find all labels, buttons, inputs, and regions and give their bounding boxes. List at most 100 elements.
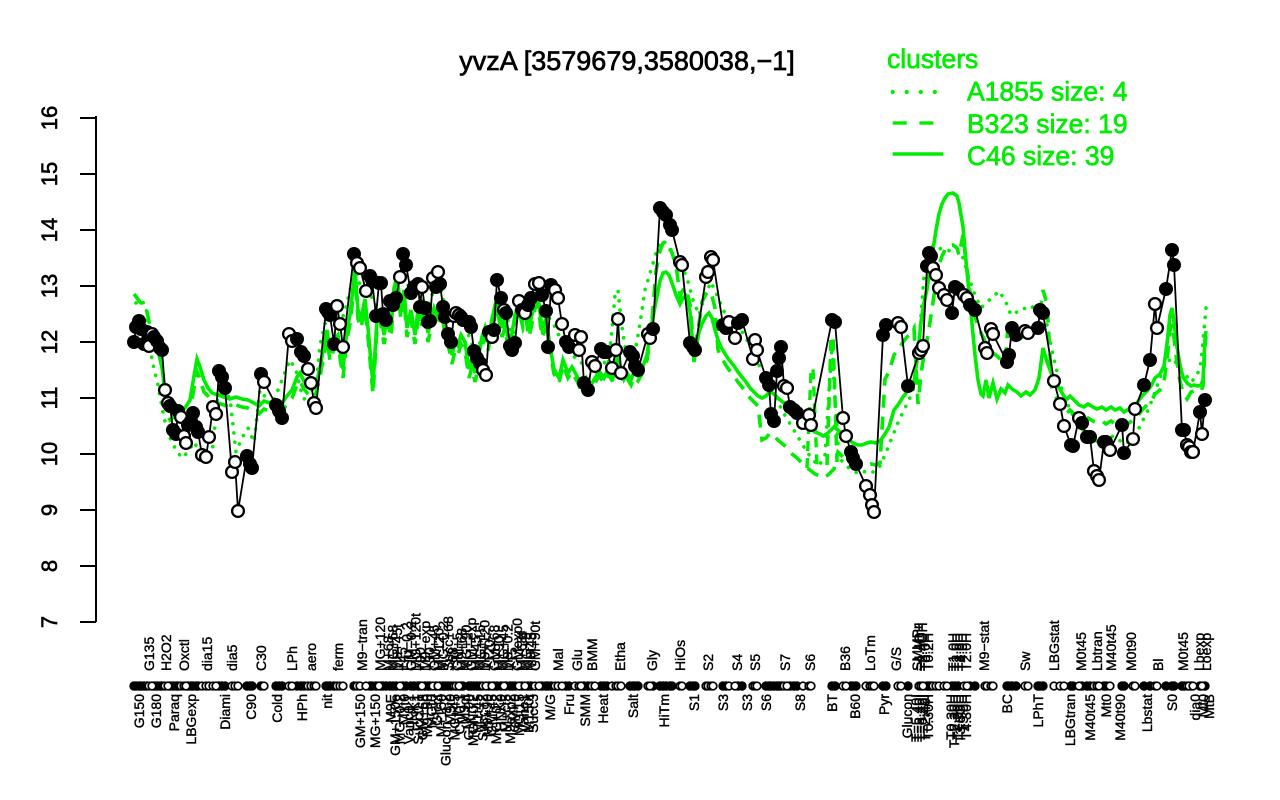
- svg-text:7: 7: [37, 616, 62, 628]
- svg-text:GM+150e: GM+150e: [387, 694, 403, 756]
- svg-text:Etha: Etha: [612, 642, 628, 671]
- svg-text:BC: BC: [999, 694, 1015, 713]
- svg-text:Vanc1: Vanc1: [516, 694, 532, 733]
- svg-text:16: 16: [37, 106, 62, 130]
- svg-text:S5: S5: [747, 654, 763, 671]
- svg-text:B60: B60: [847, 694, 863, 719]
- svg-text:S3: S3: [715, 694, 731, 711]
- svg-text:11: 11: [37, 387, 62, 410]
- svg-text:nit: nit: [319, 694, 335, 709]
- svg-text:Mt0: Mt0: [1098, 694, 1114, 718]
- svg-text:MG−0.2: MG−0.2: [435, 621, 451, 671]
- svg-text:8: 8: [37, 560, 62, 572]
- svg-text:LBGtran: LBGtran: [1062, 694, 1078, 746]
- svg-text:Oxctl: Oxctl: [176, 639, 192, 671]
- svg-text:M+68: M+68: [380, 635, 396, 671]
- svg-text:MG+150: MG+150: [367, 694, 383, 748]
- svg-text:HNK0: HNK0: [493, 694, 509, 732]
- svg-text:10: 10: [37, 442, 62, 466]
- svg-text:G180: G180: [148, 694, 164, 728]
- svg-text:Glu: Glu: [569, 649, 585, 671]
- svg-text:Diami: Diami: [217, 694, 233, 730]
- svg-text:+30: +30: [421, 647, 437, 671]
- svg-text:clusters: clusters: [887, 44, 978, 74]
- svg-text:MGt0: MGt0: [424, 694, 440, 728]
- svg-text:M40t45: M40t45: [1082, 694, 1098, 741]
- svg-text:13: 13: [37, 274, 62, 298]
- svg-text:Gly: Gly: [644, 650, 660, 671]
- svg-text:GM+45: GM+45: [426, 624, 442, 671]
- svg-text:M0t45: M0t45: [1073, 632, 1089, 671]
- svg-text:M1t0: M1t0: [396, 694, 412, 725]
- svg-text:T1.0H: T1.0H: [945, 633, 961, 671]
- svg-text:Glucon−1.2: Glucon−1.2: [438, 694, 454, 766]
- svg-text:C90: C90: [243, 694, 259, 720]
- svg-text:M40t90: M40t90: [1112, 694, 1128, 741]
- svg-text:GM+5: GM+5: [449, 632, 465, 671]
- svg-text:9: 9: [37, 504, 62, 516]
- svg-text:+90: +90: [412, 647, 428, 671]
- svg-text:M+45: M+45: [467, 635, 483, 671]
- svg-text:Heat: Heat: [595, 694, 611, 724]
- svg-text:B36: B36: [837, 646, 853, 671]
- svg-text:Paraq: Paraq: [166, 694, 182, 731]
- svg-text:Succ3: Succ3: [525, 694, 541, 733]
- svg-text:MG+5: MG+5: [518, 632, 534, 671]
- svg-text:T0.30H: T0.30H: [920, 694, 936, 740]
- svg-text:C30: C30: [253, 645, 269, 671]
- svg-text:Fru−0.2: Fru−0.2: [398, 622, 414, 671]
- svg-text:GM+90t: GM+90t: [527, 621, 543, 671]
- svg-text:yvzA [3579679,3580038,−1]: yvzA [3579679,3580038,−1]: [459, 46, 795, 76]
- svg-text:M+90: M+90: [490, 635, 506, 671]
- svg-text:GM+150: GM+150: [352, 694, 368, 748]
- svg-text:T2.30H: T2.30H: [949, 694, 965, 740]
- svg-text:T3.0H: T3.0H: [951, 633, 967, 671]
- svg-text:M9exp2: M9exp2: [502, 694, 518, 744]
- svg-text:LoTm: LoTm: [862, 635, 878, 671]
- svg-text:S8: S8: [792, 694, 808, 711]
- svg-text:GMexp0: GMexp0: [509, 618, 525, 671]
- svg-text:T0.2H: T0.2H: [920, 633, 936, 671]
- svg-text:M0t45: M0t45: [1175, 632, 1191, 671]
- svg-text:M9−90: M9−90: [419, 694, 435, 737]
- svg-text:+120: +120: [481, 639, 497, 671]
- svg-text:M+150: M+150: [433, 694, 449, 737]
- svg-text:T3.5OH: T3.5OH: [952, 694, 968, 743]
- svg-text:M9t0: M9t0: [442, 694, 458, 725]
- svg-text:Lbtran: Lbtran: [1089, 631, 1105, 671]
- svg-text:T0.0H: T0.0H: [917, 633, 933, 671]
- svg-text:M9−0.2: M9−0.2: [500, 624, 516, 671]
- svg-text:T−2.30H: T−2.30H: [946, 694, 962, 748]
- svg-text:T=8.40I: T=8.40I: [911, 694, 927, 742]
- svg-text:Glcct: Glcct: [428, 694, 444, 726]
- svg-text:LBGexp: LBGexp: [183, 694, 199, 745]
- svg-text:Sw: Sw: [1017, 651, 1033, 671]
- svg-text:LBGstat: LBGstat: [1046, 620, 1062, 671]
- svg-text:B323 size: 19: B323 size: 19: [967, 109, 1128, 139]
- svg-text:M9−exp: M9−exp: [417, 621, 433, 671]
- svg-text:M150t: M150t: [520, 694, 536, 733]
- svg-text:14: 14: [37, 218, 62, 242]
- svg-text:GM−exp: GM−exp: [463, 617, 479, 671]
- svg-text:G135: G135: [141, 637, 157, 671]
- svg-text:+68: +68: [444, 647, 460, 671]
- svg-text:S4: S4: [729, 654, 745, 671]
- svg-text:Lbexp: Lbexp: [1191, 633, 1207, 671]
- svg-text:Bl: Bl: [1150, 659, 1166, 671]
- svg-text:+15: +15: [504, 647, 520, 671]
- svg-text:Succ+68: Succ+68: [440, 616, 456, 671]
- svg-text:S3: S3: [739, 694, 755, 711]
- svg-text:MtB: MtB: [1201, 694, 1217, 719]
- svg-text:T=5.40I: T=5.40I: [908, 694, 924, 742]
- svg-text:M9t45: M9t45: [523, 632, 539, 671]
- svg-text:Lbstat: Lbstat: [1139, 694, 1155, 732]
- svg-text:M9−stat: M9−stat: [976, 621, 992, 671]
- svg-text:dia0: dia0: [1187, 694, 1203, 721]
- svg-text:HiTm: HiTm: [656, 694, 672, 727]
- svg-text:MGN0.2: MGN0.2: [465, 694, 481, 746]
- svg-text:Glucon: Glucon: [899, 694, 915, 738]
- svg-text:T2.0H: T2.0H: [948, 633, 964, 671]
- svg-text:Cold: Cold: [269, 694, 285, 723]
- svg-text:ferm: ferm: [330, 643, 346, 671]
- svg-text:H2O2: H2O2: [158, 634, 174, 671]
